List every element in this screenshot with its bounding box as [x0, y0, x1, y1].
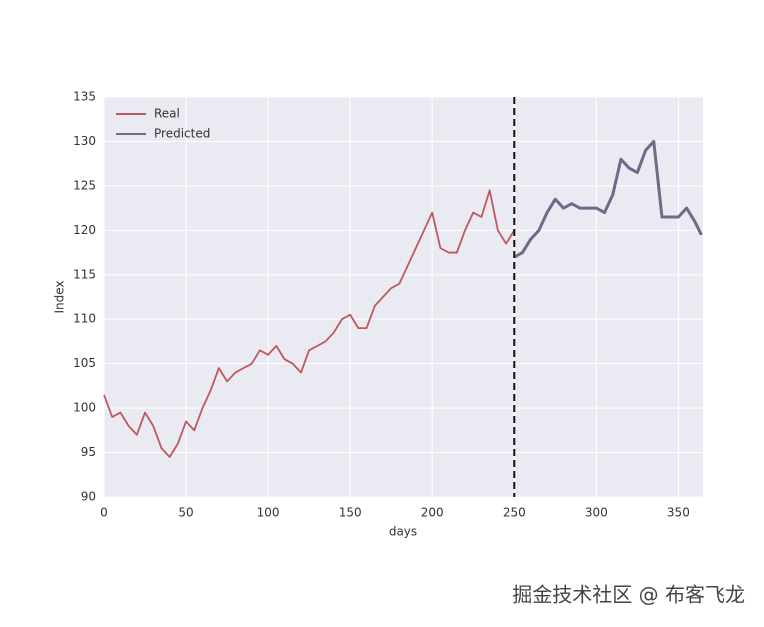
- line-series: [513, 139, 703, 259]
- y-tick-label: 125: [73, 178, 96, 192]
- legend-label: Predicted: [154, 127, 210, 141]
- x-tick-label: 350: [667, 506, 690, 520]
- x-axis-label: days: [389, 525, 417, 539]
- plot-area: [104, 97, 703, 497]
- y-tick-label: 95: [81, 445, 96, 459]
- y-tick-label: 135: [73, 90, 96, 104]
- x-tick-label: 150: [339, 506, 362, 520]
- x-tick-label: 300: [585, 506, 608, 520]
- watermark: 掘金技术社区 @ 布客飞龙: [512, 583, 745, 607]
- line-series: [103, 189, 516, 458]
- x-tick-label: 250: [503, 506, 526, 520]
- x-tick-label: 200: [421, 506, 444, 520]
- y-tick-label: 100: [73, 401, 96, 415]
- x-tick-label: 100: [257, 506, 280, 520]
- x-tick-label: 50: [178, 506, 193, 520]
- y-tick-label: 120: [73, 223, 96, 237]
- legend-label: Real: [154, 107, 180, 121]
- y-tick-label: 105: [73, 356, 96, 370]
- y-axis-label: Index: [53, 280, 67, 313]
- y-tick-label: 130: [73, 134, 96, 148]
- y-tick-label: 90: [81, 490, 96, 504]
- x-tick-label: 0: [100, 506, 108, 520]
- y-tick-label: 110: [73, 312, 96, 326]
- y-tick-label: 115: [73, 267, 96, 281]
